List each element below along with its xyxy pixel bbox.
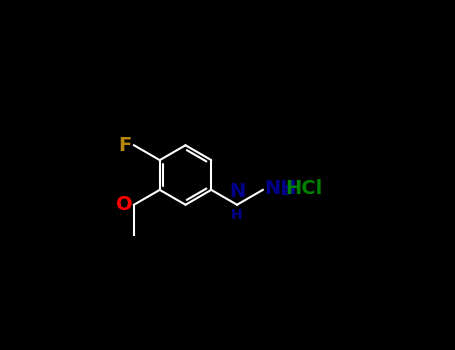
Text: N: N (229, 182, 245, 201)
Text: 2: 2 (281, 184, 291, 198)
Text: HCl: HCl (286, 179, 323, 198)
Text: F: F (118, 136, 131, 155)
Text: H: H (231, 208, 243, 222)
Text: NH: NH (264, 179, 297, 198)
Text: O: O (116, 195, 132, 214)
